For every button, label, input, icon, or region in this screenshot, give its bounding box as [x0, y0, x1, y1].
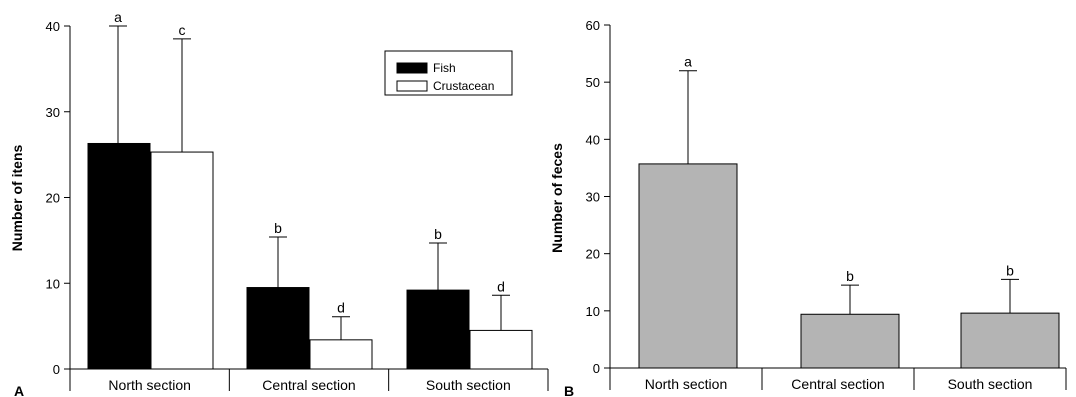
legend-label-fish: Fish [433, 61, 456, 75]
chart-a-bar-fish [406, 289, 470, 370]
chart-a-bar-fish [87, 142, 151, 370]
chart-b-y-tick-label: 60 [586, 18, 600, 33]
chart-a-significance-label: d [337, 300, 345, 316]
chart-a-significance-label: a [114, 9, 122, 25]
chart-a-y-tick-label: 40 [46, 19, 60, 34]
chart-b-y-tick-label: 30 [586, 190, 600, 205]
chart-a-significance-label: c [179, 22, 186, 38]
chart-a-x-tick-label: North section [108, 377, 190, 393]
chart-b-y-tick-label: 40 [586, 132, 600, 147]
chart-b-bar-bar [638, 163, 738, 369]
chart-a-plot-area: 0 10 20 30 40 North section Central section Sou… [46, 9, 549, 393]
chart-b-y-tick-label: 50 [586, 75, 600, 90]
chart-a-y-tick-label: 30 [46, 105, 60, 120]
chart-b-x-tick-label: North section [645, 376, 727, 392]
legend-label-crustacean: Crustacean [433, 79, 494, 93]
chart-b-y-tick-label: 20 [586, 247, 600, 262]
chart-b-bar-bar [960, 312, 1060, 369]
chart-b-significance-label: b [1006, 262, 1014, 278]
chart-a-bar-crustacean [469, 329, 533, 370]
chart-a-panel-label: A [14, 383, 24, 397]
chart-a-x-tick-label: South section [426, 377, 511, 393]
chart-a-y-axis-label: Number of itens [9, 145, 25, 252]
chart-a-y-tick-label: 20 [46, 191, 60, 206]
chart-a-bar-crustacean [309, 339, 373, 370]
chart-b-y-tick-label: 10 [586, 304, 600, 319]
legend-swatch-fish [396, 62, 428, 74]
chart-b-y-tick-label: 0 [593, 361, 600, 376]
chart-b-x-tick-label: Central section [791, 376, 884, 392]
chart-a-significance-label: d [497, 278, 505, 294]
chart-panel-b: 0 10 20 30 40 50 60 North section Central sectio… [549, 18, 1067, 397]
chart-a-y-tick-label: 0 [53, 362, 60, 377]
chart-a-x-tick-label: Central section [262, 377, 355, 393]
chart-b-plot-area: 0 10 20 30 40 50 60 North section Central sectio… [586, 18, 1067, 392]
chart-a-y-tick-label: 10 [46, 276, 60, 291]
chart-panel-a: 0 10 20 30 40 North section Central section Sou… [9, 9, 549, 397]
chart-b-x-tick-label: South section [948, 376, 1033, 392]
chart-b-bar-bar [800, 313, 900, 369]
chart-b-significance-label: a [684, 54, 692, 70]
chart-a-significance-label: b [434, 226, 442, 242]
chart-a-bar-crustacean [150, 151, 214, 370]
chart-a-significance-label: b [274, 220, 282, 236]
chart-b-panel-label: B [564, 383, 574, 397]
chart-a-bar-fish [246, 287, 310, 370]
legend-swatch-crustacean [396, 80, 428, 92]
chart-b-significance-label: b [846, 268, 854, 284]
chart-a-legend: Fish Crustacean [384, 50, 513, 96]
chart-b-y-axis-label: Number of feces [549, 143, 565, 253]
